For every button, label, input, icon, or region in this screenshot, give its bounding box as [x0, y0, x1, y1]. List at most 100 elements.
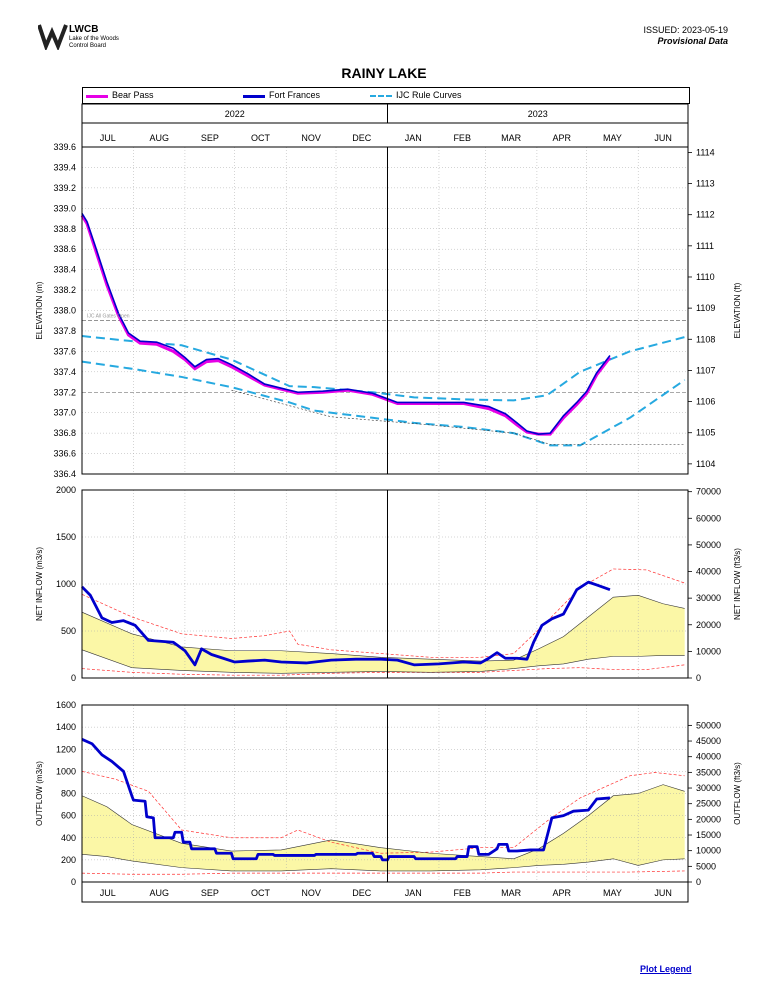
- fort-frances-elevation-line: [81, 213, 611, 435]
- outflow-panel: [81, 704, 692, 883]
- outflow-ytick-label: 800: [61, 789, 76, 799]
- outflow-ytick-label: 1600: [56, 700, 76, 710]
- legend-label-fort-frances: Fort Frances: [269, 90, 321, 100]
- outflow-right-tick-label: 15000: [696, 830, 721, 840]
- month-label-bottom-aug: AUG: [149, 888, 169, 898]
- elevation-ylabel: ELEVATION (m): [35, 281, 44, 339]
- elevation-right-tick-label: 1111: [696, 241, 714, 251]
- elevation-right-tick-label: 1113: [696, 179, 715, 189]
- outflow-max-line: [81, 771, 685, 854]
- elevation-right-tick-label: 1112: [696, 210, 715, 220]
- chart-title: RAINY LAKE: [341, 65, 427, 81]
- month-label-top-jul: JUL: [100, 133, 116, 143]
- axis-header-box: [81, 103, 689, 148]
- month-label-top-sep: SEP: [201, 133, 219, 143]
- net-inflow-ylabel: NET INFLOW (m3/s): [35, 547, 44, 621]
- outflow-ytick-label: 1400: [56, 722, 76, 732]
- lwcb-logo: LWCB Lake of the Woods Control Board: [38, 22, 138, 52]
- outflow-right-tick-label: 25000: [696, 799, 721, 809]
- outflow-ytick-label: 400: [61, 833, 76, 843]
- bear-pass-line: [80, 214, 612, 436]
- plot-legend-link[interactable]: Plot Legend: [640, 964, 692, 974]
- ijc-rule-curve-line: [81, 360, 686, 447]
- outflow-right-tick-label: 20000: [696, 814, 721, 824]
- ijc-rule-curve-line: [81, 335, 685, 402]
- month-label-bottom-oct: OCT: [251, 888, 271, 898]
- elevation-right-tick-label: 1114: [696, 147, 715, 157]
- outflow-right-tick-label: 35000: [696, 767, 721, 777]
- axis-footer-box: [81, 881, 689, 903]
- net-inflow-ytick-label: 1500: [56, 532, 76, 542]
- net-inflow-right-tick-label: 0: [696, 673, 701, 683]
- net-inflow-right-tick-label: 40000: [696, 567, 721, 577]
- elevation-right-tick-label: 1105: [696, 428, 715, 438]
- elevation-ytick-label: 339.2: [53, 183, 76, 193]
- net-inflow-right-tick-label: 60000: [696, 513, 721, 523]
- outflow-frame: [81, 704, 689, 883]
- month-label-top-may: MAY: [603, 133, 622, 143]
- elevation-ytick-label: 336.8: [53, 428, 76, 438]
- legend-label-bear-pass: Bear Pass: [112, 90, 154, 100]
- month-label-bottom-dec: DEC: [352, 888, 372, 898]
- outflow-right-tick-label: 50000: [696, 720, 721, 730]
- outflow-min-line: [81, 870, 685, 875]
- month-label-bottom-jul: JUL: [100, 888, 116, 898]
- legend-swatch-ijc-rule-curves: [370, 95, 392, 97]
- net-inflow-max-line: [81, 568, 685, 658]
- elevation-ytick-label: 339.4: [53, 162, 76, 172]
- net-inflow-normal-band: [82, 595, 685, 674]
- elevation-ylabel-right: ELEVATION (ft): [733, 282, 742, 338]
- elevation-right-tick-label: 1104: [696, 459, 715, 469]
- net-inflow-ytick-label: 1000: [56, 579, 76, 589]
- logo-name-line2: Control Board: [69, 43, 107, 49]
- elevation-ytick-label: 338.2: [53, 285, 76, 295]
- outflow-ytick-label: 200: [61, 855, 76, 865]
- elevation-ytick-label: 338.4: [53, 265, 76, 275]
- net-inflow-ytick-label: 2000: [56, 485, 76, 495]
- lower-reference-curve: [231, 389, 685, 445]
- month-label-bottom-nov: NOV: [301, 888, 321, 898]
- outflow-right-tick-label: 30000: [696, 783, 721, 793]
- net-inflow-right-tick-label: 70000: [696, 487, 721, 497]
- month-label-top-jun: JUN: [654, 133, 672, 143]
- net-inflow-right-tick-label: 20000: [696, 620, 721, 630]
- year-label-2022: 2022: [225, 109, 245, 119]
- outflow-ylabel-right: OUTFLOW (ft3/s): [733, 762, 742, 825]
- month-label-top-apr: APR: [553, 133, 572, 143]
- lwcb-logo-mark: [38, 24, 68, 50]
- issue-info: ISSUED: 2023-05-19 Provisional Data: [643, 25, 728, 47]
- elevation-ytick-label: 337.6: [53, 346, 76, 356]
- month-label-bottom-jun: JUN: [654, 888, 672, 898]
- elevation-frame: [81, 146, 689, 475]
- month-label-top-aug: AUG: [149, 133, 169, 143]
- net-inflow-ytick-label: 0: [71, 673, 76, 683]
- elevation-ytick-label: 338.8: [53, 224, 76, 234]
- logo-name-line1: Lake of the Woods: [69, 36, 119, 42]
- month-label-bottom-sep: SEP: [201, 888, 219, 898]
- net-inflow-panel: [81, 489, 692, 679]
- net-inflow-right-tick-label: 50000: [696, 540, 721, 550]
- elevation-panel: [80, 146, 692, 475]
- outflow-right-tick-label: 10000: [696, 846, 721, 856]
- month-label-bottom-mar: MAR: [501, 888, 522, 898]
- elevation-ytick-label: 337.4: [53, 367, 76, 377]
- elevation-right-tick-label: 1106: [696, 397, 715, 407]
- elevation-ytick-label: 338.6: [53, 244, 76, 254]
- elevation-ytick-label: 338.0: [53, 306, 76, 316]
- issued-date: ISSUED: 2023-05-19: [643, 25, 728, 35]
- outflow-normal-band: [82, 784, 685, 871]
- outflow-ytick-label: 600: [61, 811, 76, 821]
- outflow-fort-frances-line: [81, 738, 611, 862]
- outflow-ytick-label: 1200: [56, 744, 76, 754]
- legend-swatch-fort-frances: [243, 95, 265, 98]
- outflow-right-tick-label: 0: [696, 877, 701, 887]
- month-label-bottom-may: MAY: [603, 888, 622, 898]
- legend-swatch-bear-pass: [86, 95, 108, 98]
- elevation-ytick-label: 337.2: [53, 387, 76, 397]
- net-inflow-fort-frances-line: [81, 580, 611, 667]
- net-inflow-min-line: [81, 664, 685, 676]
- net-inflow-upper-band-line: [81, 594, 685, 662]
- logo-abbreviation: LWCB: [69, 24, 99, 35]
- elevation-ytick-label: 337.0: [53, 408, 76, 418]
